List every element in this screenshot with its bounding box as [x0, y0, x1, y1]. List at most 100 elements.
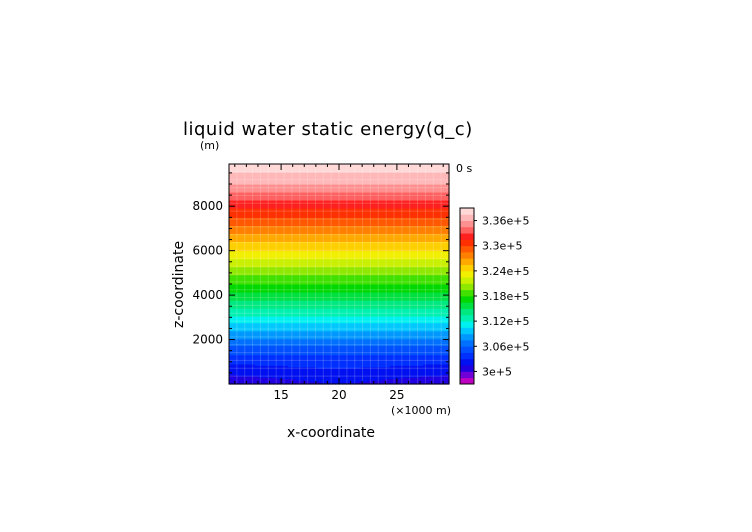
contour-cell — [243, 288, 248, 290]
contour-cell — [324, 244, 329, 246]
contour-cell — [229, 310, 234, 313]
contour-cell — [269, 237, 274, 240]
contour-cell — [335, 297, 340, 300]
contour-cell — [298, 320, 303, 322]
contour-cell — [295, 248, 300, 250]
contour-cell — [229, 209, 234, 212]
contour-cell — [229, 308, 234, 310]
contour-cell — [317, 338, 322, 341]
contour-cell — [313, 332, 318, 334]
contour-cell — [302, 248, 307, 250]
contour-cell — [320, 257, 325, 260]
contour-cell — [280, 350, 285, 353]
contour-cell — [331, 296, 336, 298]
contour-cell — [313, 282, 318, 285]
contour-cell — [251, 278, 256, 281]
contour-cell — [302, 264, 307, 266]
contour-cell — [302, 305, 307, 308]
contour-cell — [287, 174, 292, 177]
contour-cell — [269, 262, 274, 265]
contour-cell — [320, 329, 325, 332]
contour-cell — [320, 209, 325, 212]
contour-cell — [258, 224, 263, 226]
contour-cell — [291, 294, 296, 297]
contour-cell — [276, 168, 281, 170]
contour-cell — [273, 352, 278, 354]
contour-cell — [317, 164, 322, 166]
contour-cell — [309, 360, 314, 362]
contour-cell — [335, 284, 340, 286]
contour-cell — [254, 372, 259, 374]
contour-cell — [284, 221, 289, 224]
contour-cell — [331, 372, 336, 374]
contour-cell — [243, 314, 248, 317]
contour-cell — [317, 192, 322, 194]
contour-cell — [236, 244, 241, 246]
contour-cell — [324, 221, 329, 224]
contour-cell — [269, 220, 274, 222]
contour-cell — [295, 297, 300, 300]
contour-cell — [291, 366, 296, 369]
contour-cell — [331, 226, 336, 229]
contour-cell — [291, 262, 296, 265]
contour-cell — [265, 312, 270, 314]
contour-cell — [302, 276, 307, 278]
contour-cell — [328, 358, 333, 361]
contour-cell — [295, 258, 300, 261]
contour-cell — [309, 180, 314, 182]
contour-cell — [240, 360, 245, 362]
contour-cell — [265, 246, 270, 249]
contour-cell — [302, 292, 307, 294]
contour-cell — [269, 169, 274, 172]
contour-cell — [309, 220, 314, 222]
contour-cell — [302, 297, 307, 300]
contour-cell — [265, 350, 270, 353]
contour-cell — [302, 257, 307, 260]
contour-cell — [265, 368, 270, 370]
contour-cell — [262, 301, 267, 304]
contour-cell — [232, 269, 237, 272]
contour-cell — [324, 206, 329, 209]
contour-cell — [251, 366, 256, 369]
contour-cell — [320, 182, 325, 185]
contour-cell — [258, 233, 263, 236]
contour-cell — [236, 182, 241, 185]
contour-cell — [328, 274, 333, 277]
contour-cell — [258, 276, 263, 278]
contour-cell — [265, 313, 270, 316]
contour-cell — [320, 266, 325, 269]
contour-cell — [243, 232, 248, 234]
contour-cell — [240, 285, 245, 288]
contour-cell — [306, 272, 311, 274]
contour-cell — [243, 164, 248, 166]
contour-cell — [236, 328, 241, 330]
contour-cell — [306, 284, 311, 286]
contour-cell — [339, 352, 344, 354]
contour-cell — [247, 290, 252, 293]
contour-cell — [306, 365, 311, 368]
contour-cell — [247, 208, 252, 210]
contour-cell — [287, 293, 292, 296]
contour-cell — [229, 294, 234, 297]
contour-cell — [284, 230, 289, 233]
contour-cell — [276, 244, 281, 246]
contour-cell — [243, 333, 248, 336]
contour-cell — [240, 238, 245, 241]
contour-cell — [309, 304, 314, 306]
contour-cell — [262, 244, 267, 246]
contour-cell — [262, 166, 267, 169]
contour-cell — [240, 248, 245, 250]
contour-cell — [309, 222, 314, 225]
contour-cell — [258, 204, 263, 206]
contour-cell — [306, 326, 311, 329]
contour-cell — [320, 221, 325, 224]
contour-cell — [317, 292, 322, 294]
contour-cell — [273, 290, 278, 293]
contour-cell — [291, 213, 296, 216]
contour-cell — [309, 261, 314, 264]
contour-cell — [295, 221, 300, 224]
contour-cell — [236, 169, 241, 172]
contour-cell — [280, 322, 285, 325]
contour-cell — [309, 368, 314, 370]
contour-cell — [280, 250, 285, 253]
